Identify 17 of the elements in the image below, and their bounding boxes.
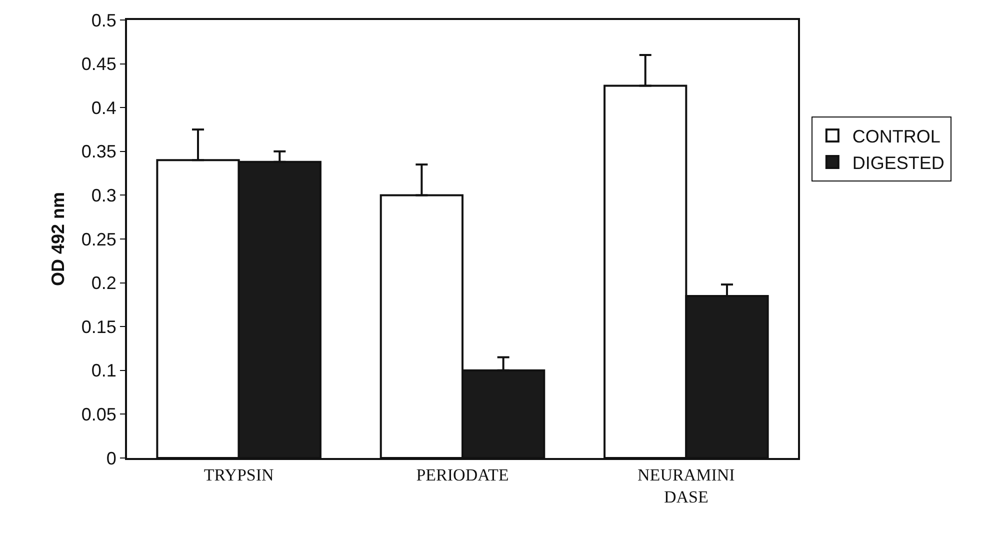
y-tick-label: 0.2 [91,273,116,294]
y-tick-label: 0.15 [81,316,116,337]
y-tick-label: 0.5 [91,10,116,30]
y-tick-label: 0.35 [81,142,116,162]
legend-label: DIGESTED [852,152,944,173]
y-tick-label: 0.4 [91,98,116,118]
y-tick-label: 0 [106,448,116,468]
x-tick-label: NEURAMINI DASE [638,465,736,506]
x-tick-label: TRYPSIN [204,465,274,484]
y-tick-label: 0.1 [91,360,116,381]
y-axis-title: OD 492 nm [48,192,68,286]
x-tick-label: PERIODATE [416,465,509,484]
y-tick-label: 0.05 [81,404,116,424]
legend-label: CONTROL [852,126,940,147]
y-tick-label: 0.3 [91,186,116,206]
y-tick-label: 0.25 [81,229,116,250]
y-tick-label: 0.45 [81,54,116,74]
